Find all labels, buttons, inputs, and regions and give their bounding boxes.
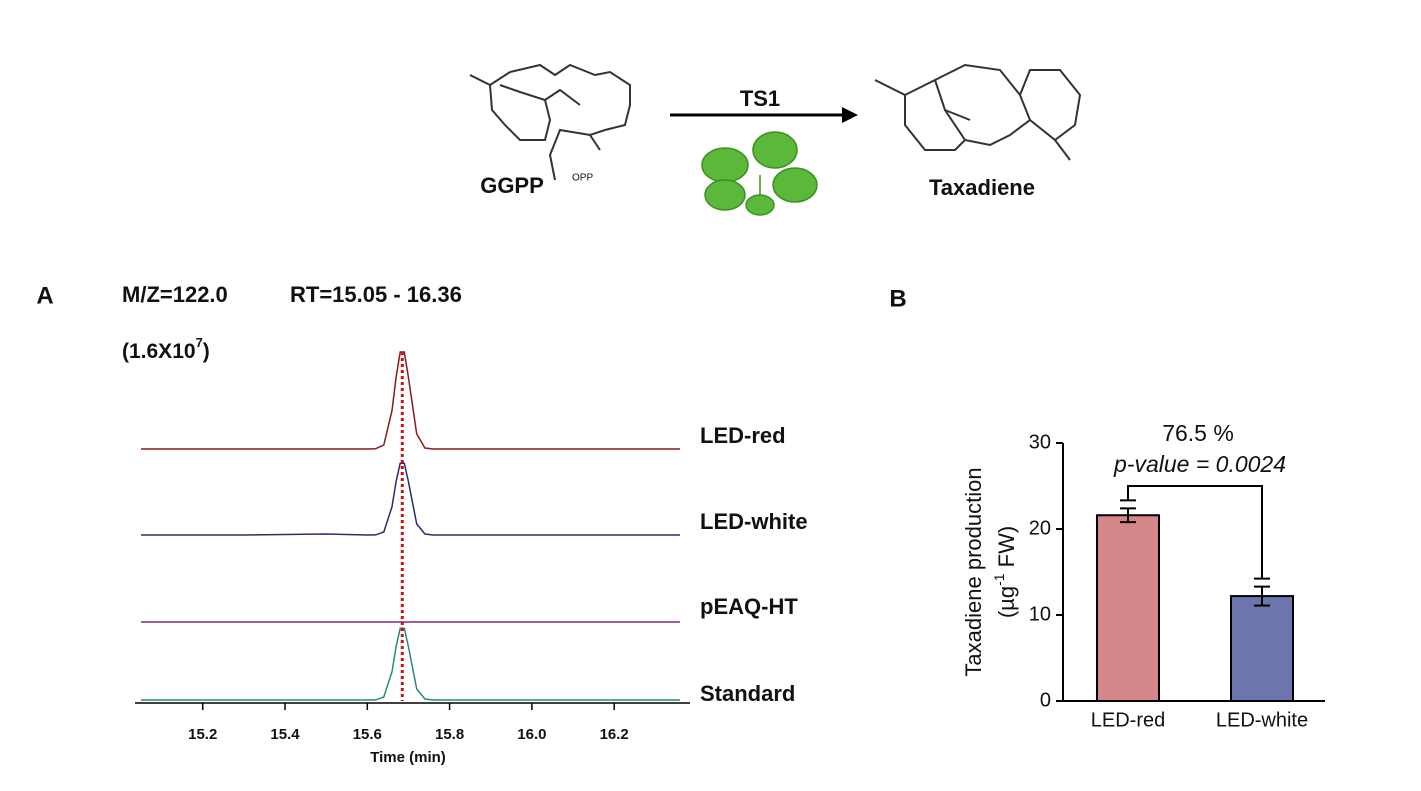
ggpp-structure — [469, 63, 631, 181]
x-tick-label: 15.2 — [188, 726, 217, 743]
x-tick-label: LED-white — [1216, 709, 1308, 731]
unit-part: FW) — [994, 526, 1019, 574]
y-axis-label: Taxadiene production — [961, 467, 986, 676]
substrate-label: GGPP — [480, 173, 544, 198]
enzyme-label: TS1 — [740, 86, 780, 111]
legend-label: LED-red — [700, 423, 786, 448]
bar — [1230, 595, 1294, 703]
y-tick-label: 10 — [1029, 603, 1051, 625]
chart-title: M/Z=122.0 — [122, 282, 228, 307]
x-tick-label: 15.4 — [270, 726, 300, 743]
significance-bracket — [1127, 485, 1263, 579]
x-tick-label: 15.8 — [435, 726, 464, 743]
x-tick-label: 16.2 — [600, 726, 629, 743]
y-tick-label: 30 — [1029, 431, 1051, 453]
legend-label: pEAQ-HT — [700, 594, 798, 619]
unit-part: (µg — [994, 586, 1019, 618]
scale-close: ) — [203, 340, 210, 363]
x-axis-label: Time (min) — [370, 749, 446, 766]
panel-label: A — [36, 282, 53, 309]
trace — [141, 351, 680, 450]
y-axis-unit: (µg-1 FW) — [991, 526, 1019, 618]
legend-label: LED-white — [700, 509, 808, 534]
x-tick-label: 16.0 — [517, 726, 546, 743]
x-tick-label: 15.6 — [353, 726, 382, 743]
legend-label: Standard — [700, 681, 795, 706]
p-value: p-value = 0.0024 — [1113, 451, 1286, 477]
arrow-head — [842, 107, 858, 123]
trace — [141, 462, 680, 536]
product-label: Taxadiene — [929, 175, 1035, 200]
scale-exponent: 7 — [196, 335, 203, 350]
chart-subtitle: RT=15.05 - 16.36 — [290, 282, 462, 307]
plant-icon — [701, 131, 818, 216]
y-tick-label: 20 — [1029, 517, 1051, 539]
y-tick-label: 0 — [1040, 689, 1051, 711]
scale-base: (1.6X10 — [122, 340, 196, 363]
scale-label: (1.6X107) — [122, 335, 210, 362]
bar — [1096, 514, 1160, 702]
x-tick-label: LED-red — [1091, 709, 1165, 731]
annotation: 76.5 % — [1162, 420, 1234, 446]
panel-label: B — [889, 285, 906, 312]
substrate-group: OPP — [572, 173, 593, 184]
unit-exponent: -1 — [991, 573, 1007, 586]
taxadiene-structure — [874, 63, 1082, 161]
trace — [141, 627, 680, 701]
